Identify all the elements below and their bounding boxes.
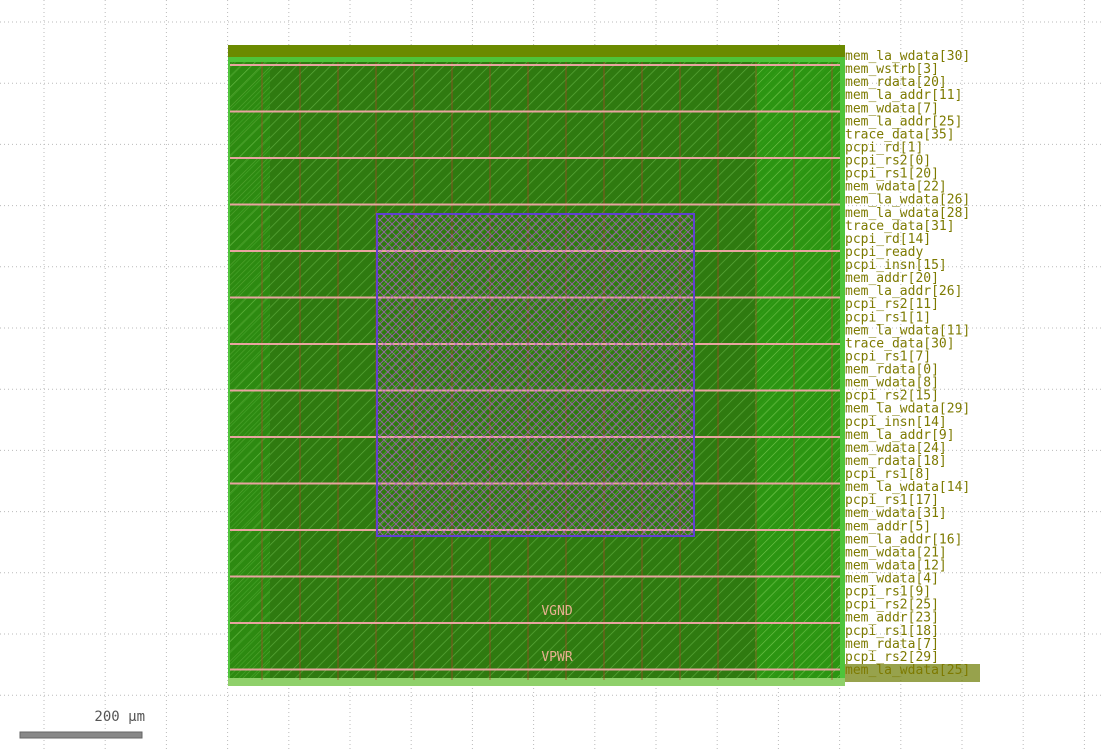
- bottom-pin-row: [228, 678, 845, 686]
- pin-label: mem_wdata[8]: [845, 376, 939, 391]
- pin-label: pcpi_rs1[1]: [845, 310, 931, 325]
- pin-label: mem_rdata[18]: [845, 454, 947, 469]
- cell-column: [755, 62, 840, 682]
- pin-label: pcpi_rd[14]: [845, 232, 931, 247]
- pin-label: pcpi_rs2[25]: [845, 598, 939, 613]
- pin-label: pcpi_insn[14]: [845, 415, 947, 430]
- power-stripes: [230, 64, 840, 671]
- pin-label: mem_wdata[7]: [845, 101, 939, 116]
- pin-label: pcpi_rs1[20]: [845, 167, 939, 182]
- pin-label: mem_la_wdata[26]: [845, 193, 970, 208]
- pin-label: mem_la_addr[11]: [845, 88, 962, 103]
- pin-label: mem_wdata[22]: [845, 180, 947, 195]
- pin-label: mem_wdata[24]: [845, 441, 947, 456]
- pin-label: mem_addr[20]: [845, 271, 939, 286]
- pin-label: mem_la_addr[25]: [845, 114, 962, 129]
- pin-label: pcpi_insn[15]: [845, 258, 947, 273]
- pin-label: pcpi_rs1[18]: [845, 624, 939, 639]
- scale-label: 200 μm: [94, 709, 145, 725]
- pin-cluster: [845, 664, 980, 682]
- pin-label: pcpi_rs2[0]: [845, 154, 931, 169]
- pin-label: mem_la_wdata[28]: [845, 206, 970, 221]
- pin-label: mem_rdata[20]: [845, 75, 947, 90]
- pin-label: mem_la_wdata[29]: [845, 402, 970, 417]
- cell-column: [230, 62, 270, 682]
- pin-label: trace_data[30]: [845, 336, 955, 351]
- pin-label: mem_la_addr[26]: [845, 284, 962, 299]
- pin-label: mem_rdata[7]: [845, 637, 939, 652]
- pin-label: trace_data[31]: [845, 219, 955, 234]
- pin-label: pcpi_ready: [845, 245, 923, 260]
- pin-label: pcpi_rs2[29]: [845, 650, 939, 665]
- pin-label: pcpi_rs1[7]: [845, 349, 931, 364]
- pin-label: mem_addr[23]: [845, 611, 939, 626]
- pin-label: pcpi_rs2[15]: [845, 389, 939, 404]
- pin-label: pcpi_rs2[11]: [845, 297, 939, 312]
- pin-label: mem_wdata[21]: [845, 545, 947, 560]
- net-label: VGND: [541, 604, 572, 619]
- pin-label: pcpi_rs1[9]: [845, 585, 931, 600]
- pin-label: pcpi_rd[1]: [845, 140, 923, 155]
- pin-label: trace_data[35]: [845, 127, 955, 142]
- pin-label: mem_wdata[4]: [845, 572, 939, 587]
- pin-label: mem_wdata[31]: [845, 506, 947, 521]
- pin-label: mem_rdata[0]: [845, 363, 939, 378]
- pin-label: mem_wstrb[3]: [845, 62, 939, 77]
- pin-labels: mem_la_wdata[30]mem_wstrb[3]mem_rdata[20…: [845, 49, 970, 678]
- pin-label: mem_la_addr[16]: [845, 532, 962, 547]
- pin-label: mem_la_addr[9]: [845, 428, 955, 443]
- pin-label: mem_la_wdata[11]: [845, 323, 970, 338]
- pin-label: mem_la_wdata[14]: [845, 480, 970, 495]
- net-label: VPWR: [541, 650, 572, 665]
- macro-block: [376, 213, 695, 537]
- pin-label: pcpi_rs1[17]: [845, 493, 939, 508]
- pin-label: mem_addr[5]: [845, 519, 931, 534]
- pin-label: mem_la_wdata[30]: [845, 49, 970, 64]
- pin-label: pcpi_rs1[8]: [845, 467, 931, 482]
- top-pin-row: [228, 45, 845, 57]
- scale-bar: [19, 731, 143, 739]
- pin-label: mem_wdata[12]: [845, 558, 947, 573]
- pin-label: mem_la_wdata[25]: [845, 663, 970, 678]
